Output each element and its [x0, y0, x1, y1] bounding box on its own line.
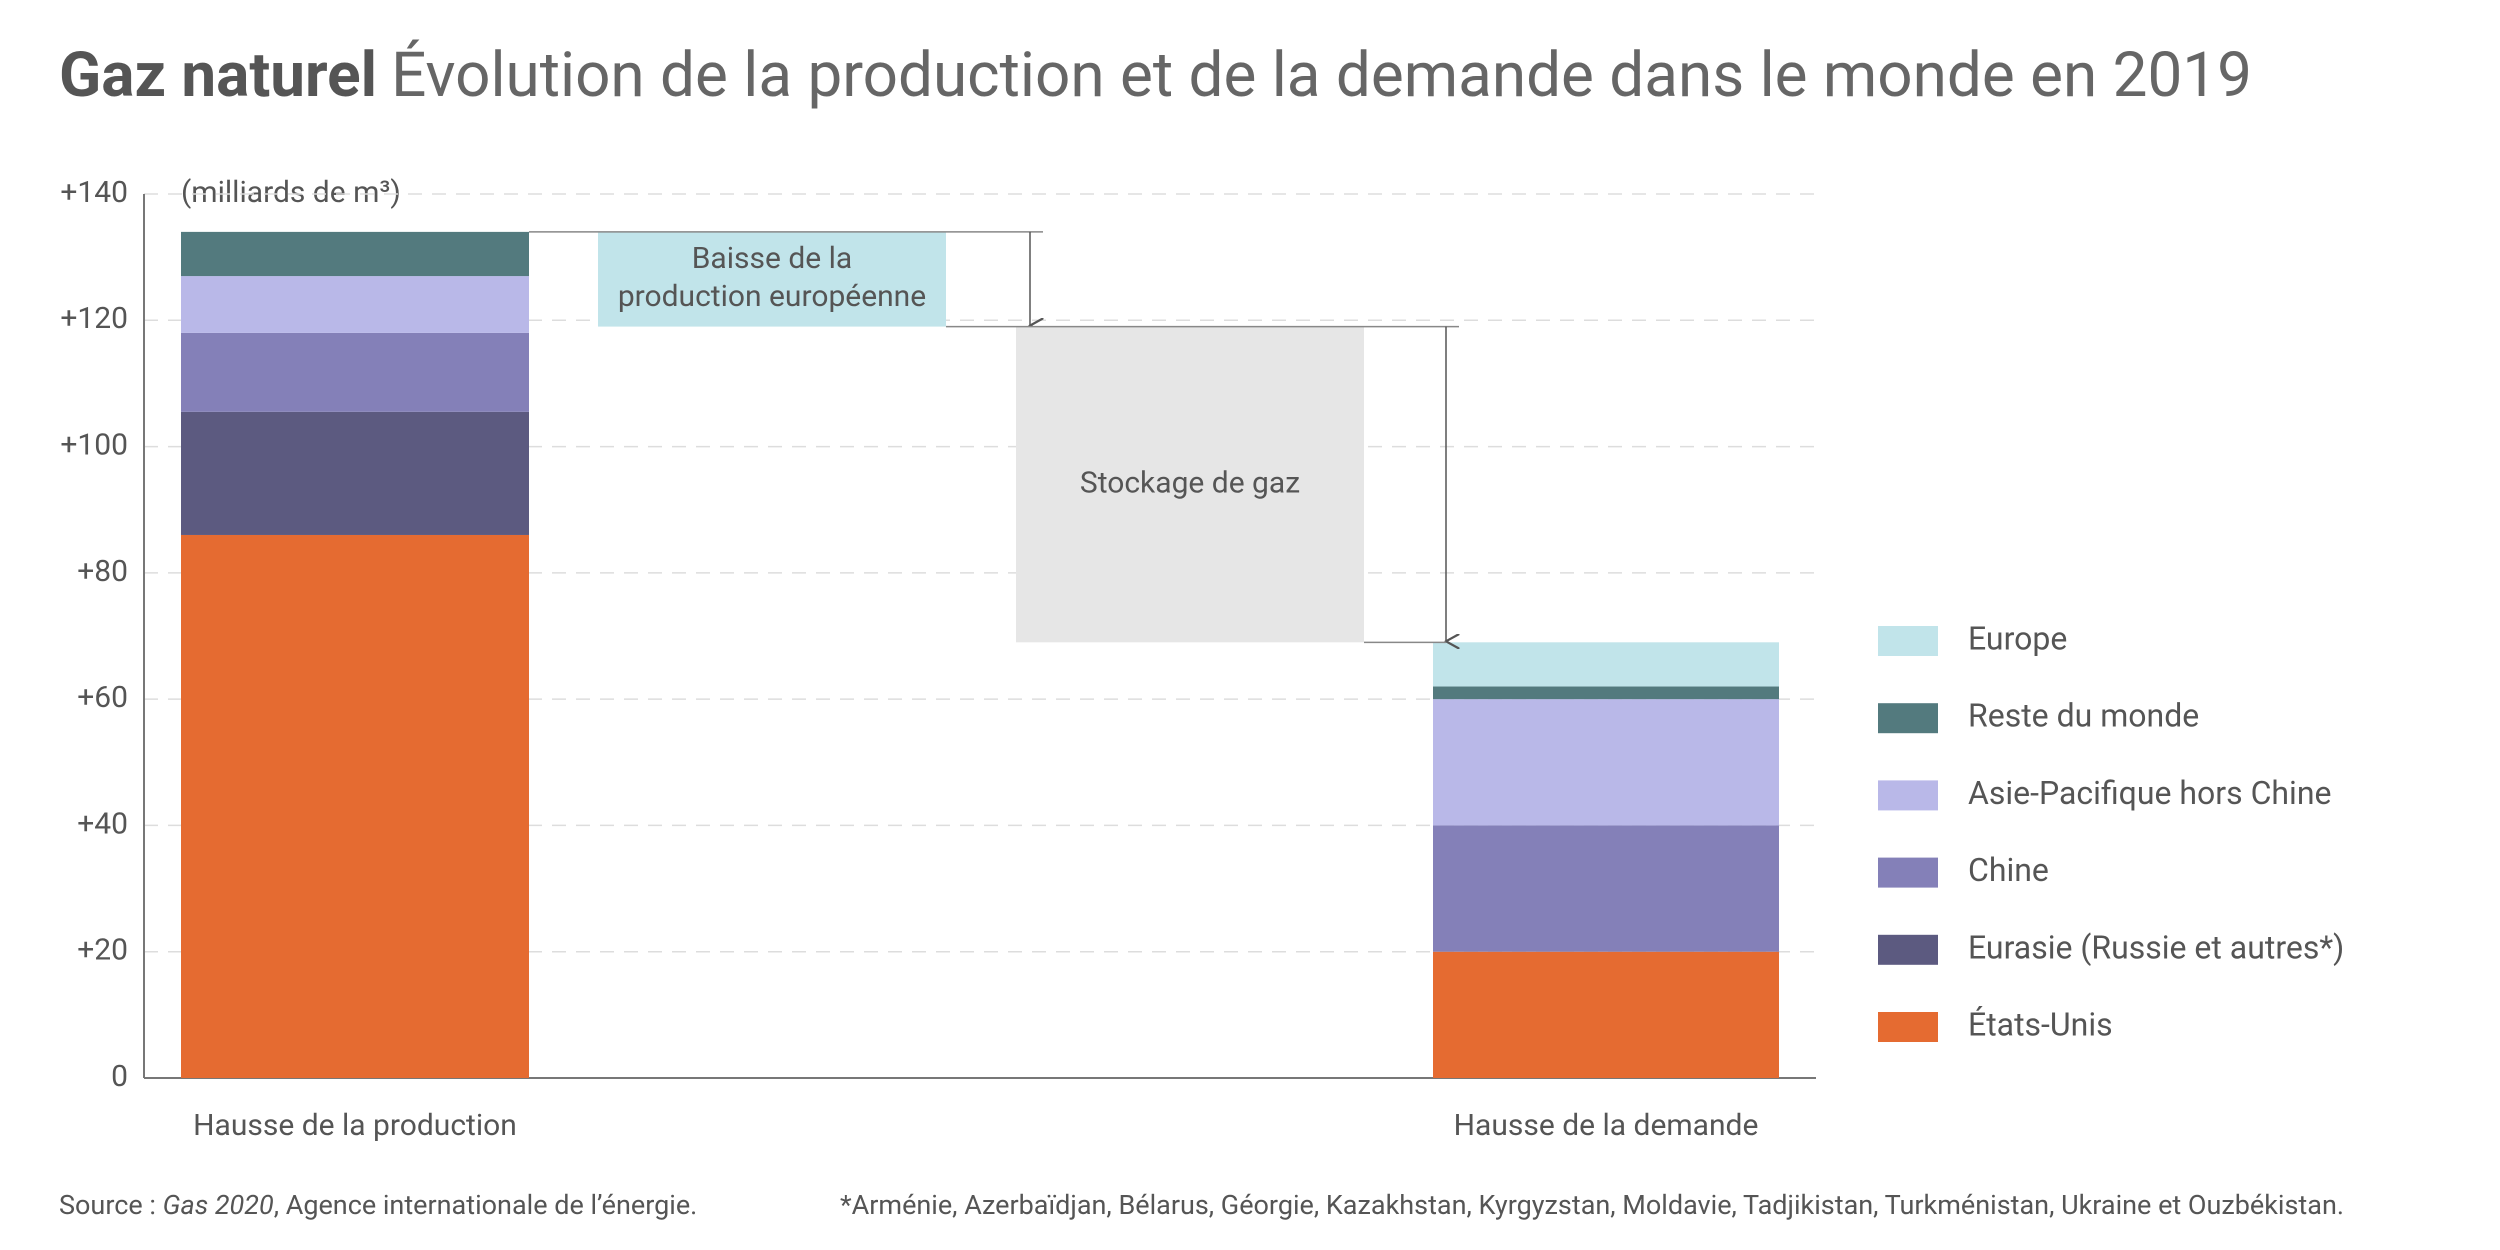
legend-swatch: [1878, 857, 1938, 888]
source-rest: , Agence internationale de l’énergie.: [274, 1189, 698, 1221]
bridge-label: production européenne: [618, 279, 926, 314]
legend-label: Reste du monde: [1968, 697, 2199, 735]
legend-swatch: [1878, 626, 1938, 656]
bar-segment: [181, 231, 529, 277]
source-work: Gas 2020: [163, 1189, 274, 1221]
y-tick-label: +80: [77, 554, 128, 589]
legend-label: Asie-Pacifique hors Chine: [1968, 774, 2331, 812]
y-axis-label: (milliards de m³): [181, 175, 401, 210]
legend-swatch: [1878, 780, 1938, 811]
bar-segment: [1433, 686, 1779, 700]
bar-segment: [181, 332, 529, 412]
source: Source : Gas 2020, Agence internationale…: [59, 1189, 697, 1221]
y-tick-label: +140: [60, 175, 128, 210]
bar-segment: [1433, 642, 1779, 687]
y-tick-label: +40: [77, 806, 128, 841]
legend-swatch: [1878, 703, 1938, 734]
legend-label: Eurasie (Russie et autres*): [1968, 928, 2344, 966]
y-tick-label: +60: [77, 680, 128, 715]
bar-segment: [181, 276, 529, 333]
bar-segment: [1433, 699, 1779, 826]
bridge-box: [1016, 326, 1364, 643]
legend-label: Europe: [1968, 619, 2067, 657]
source-prefix: Source :: [59, 1189, 163, 1221]
legend-swatch: [1878, 934, 1938, 965]
title: Gaz naturel: [59, 39, 377, 112]
y-tick-label: 0: [111, 1059, 128, 1094]
bar-segment: [181, 534, 529, 1078]
bar-segment: [1433, 951, 1779, 1078]
bar-segment: [181, 411, 529, 535]
subtitle: Évolution de la production et de la dema…: [391, 39, 2252, 112]
footnote: *Arménie, Azerbaïdjan, Bélarus, Géorgie,…: [840, 1189, 2344, 1221]
y-tick-label: +100: [60, 427, 128, 462]
chart-title: Gaz naturel Évolution de la production et…: [59, 39, 2252, 112]
bridge-label: Baisse de la: [692, 241, 853, 276]
y-tick-label: +120: [60, 301, 128, 336]
bar-segment: [1433, 825, 1779, 952]
legend-swatch: [1878, 1012, 1938, 1042]
bridge-label: Stockage de gaz: [1080, 465, 1300, 500]
legend-label: États-Unis: [1968, 1005, 2113, 1043]
bridge-box: [598, 231, 946, 327]
legend-label: Chine: [1968, 851, 2049, 889]
x-tick-label: Hausse de la production: [193, 1108, 517, 1143]
y-tick-label: +20: [77, 933, 128, 968]
x-tick-label: Hausse de la demande: [1454, 1108, 1759, 1143]
